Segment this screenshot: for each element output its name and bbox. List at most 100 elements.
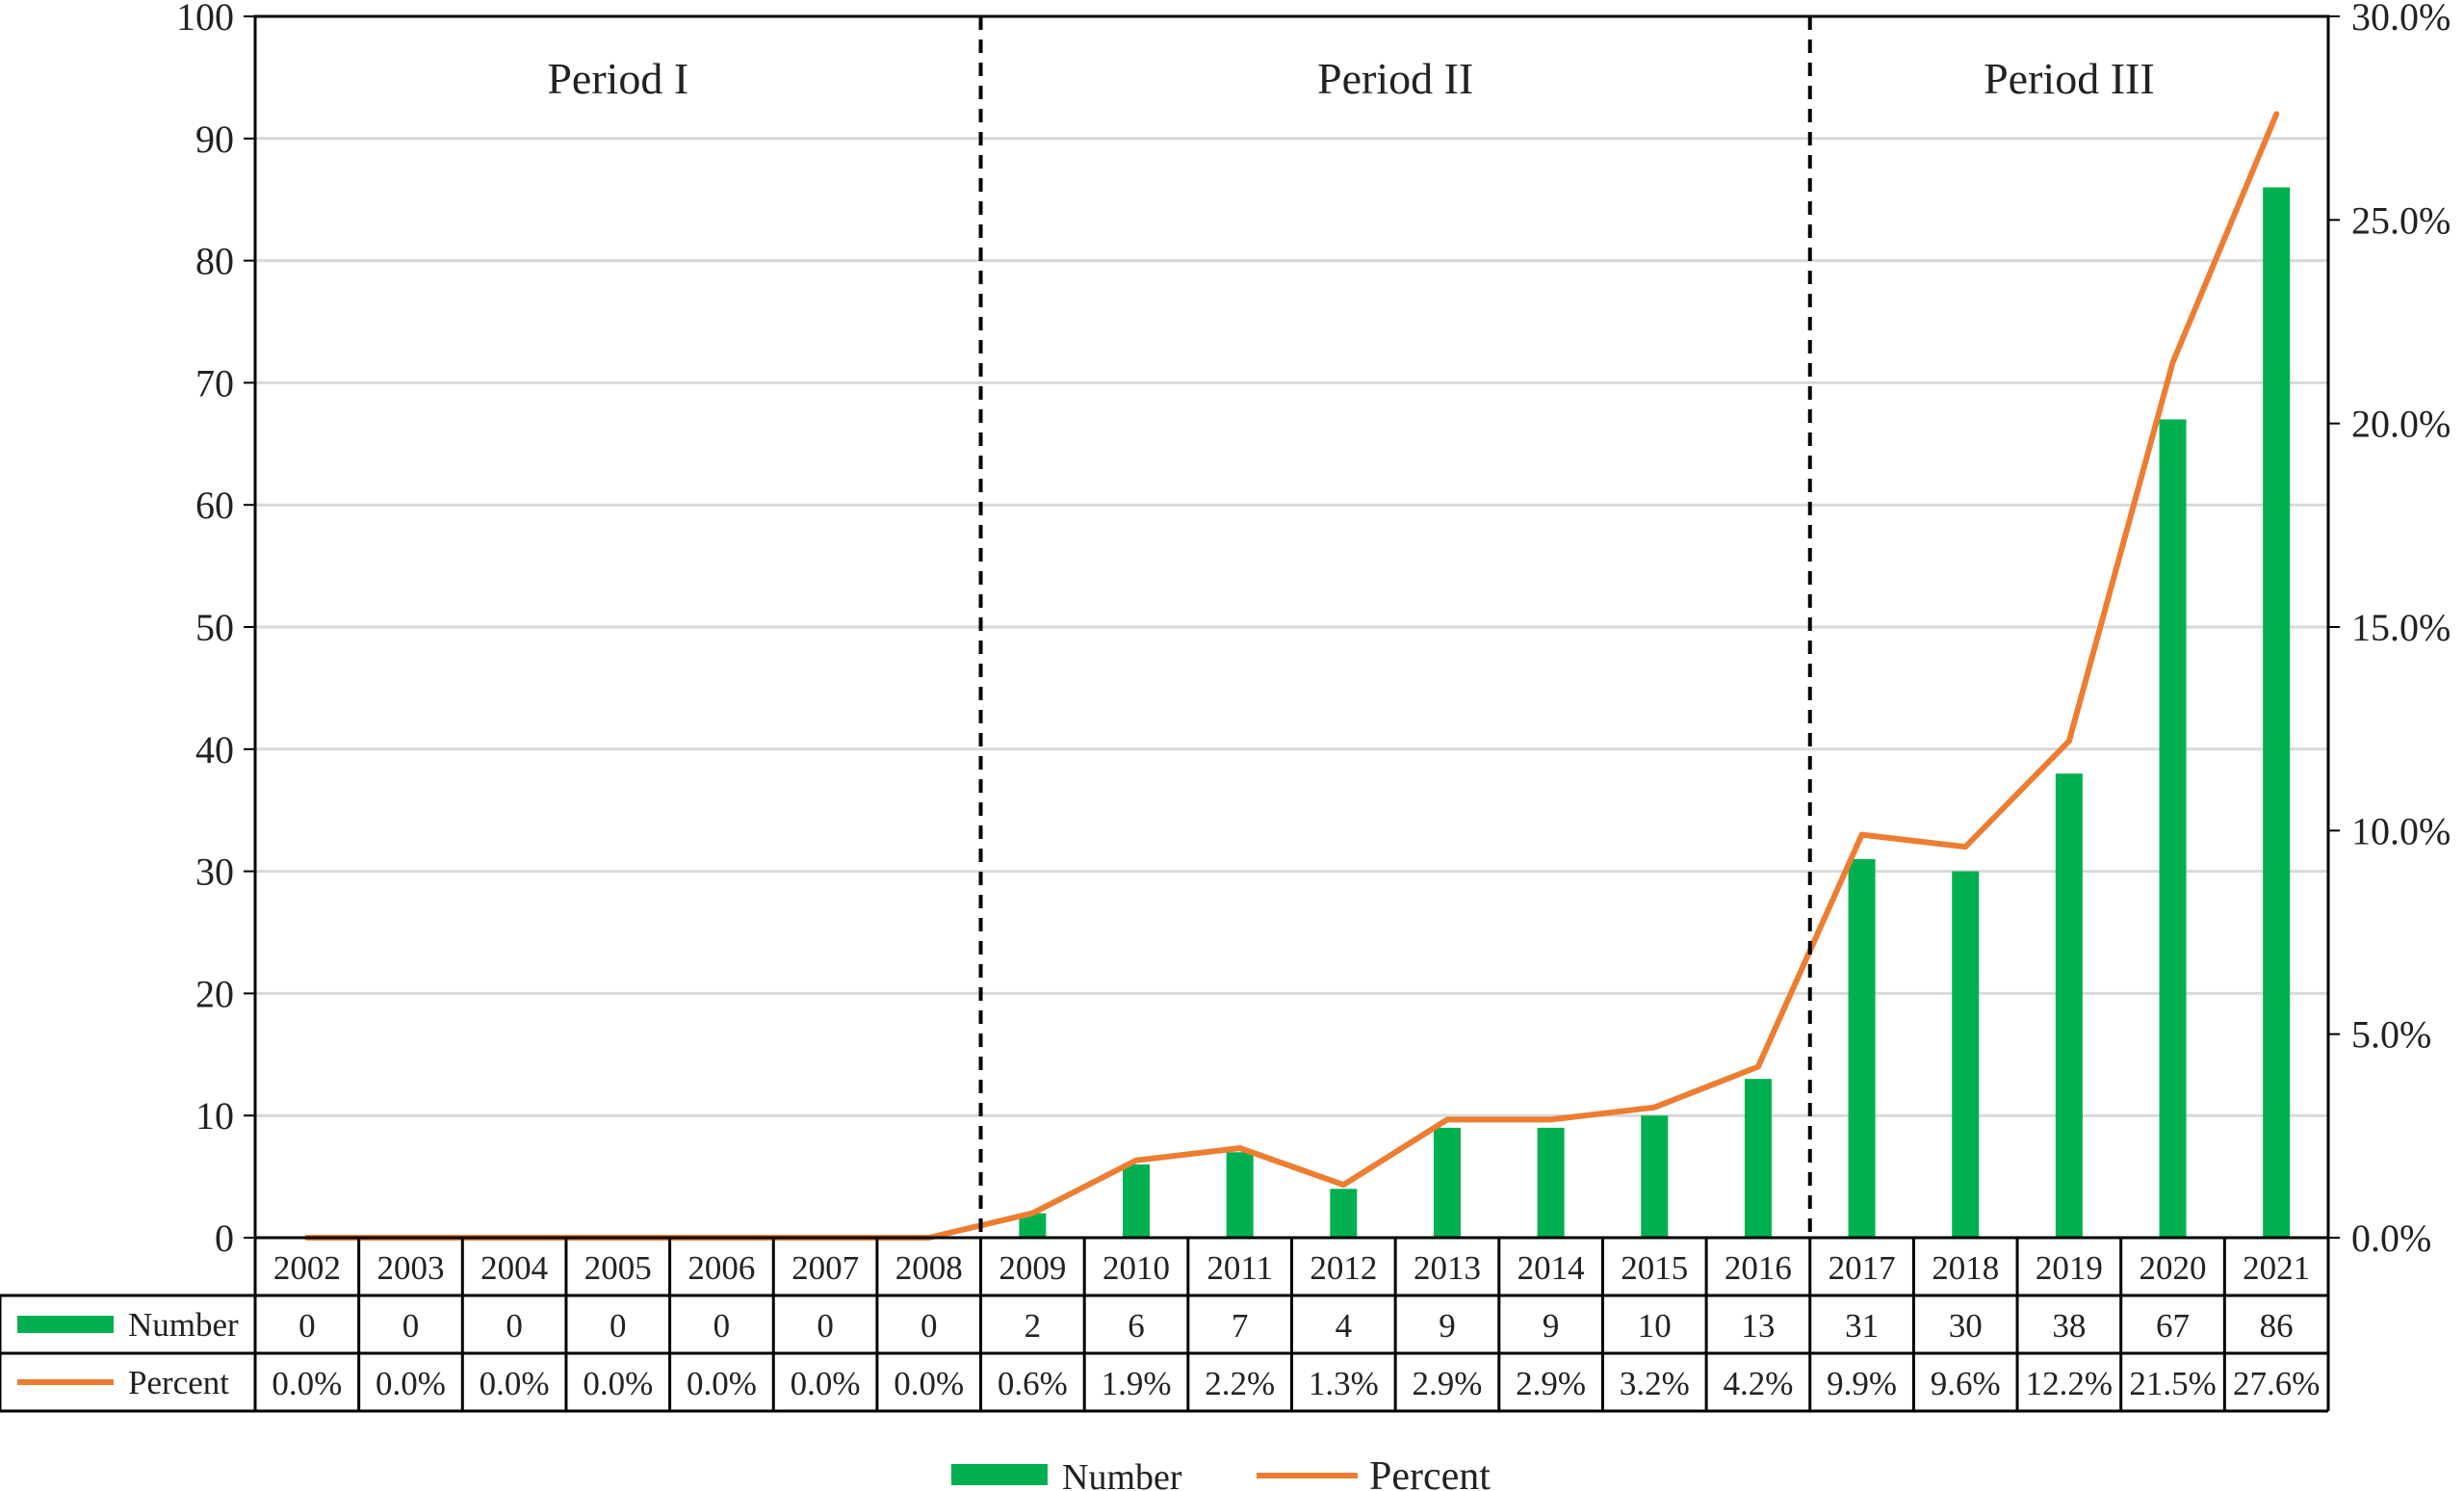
table-number-cell: 30 — [1949, 1307, 1983, 1345]
table-number-cell: 13 — [1741, 1307, 1775, 1345]
period-dividers — [978, 16, 1812, 1238]
period-label: Period I — [547, 54, 688, 103]
table-number-cell: 0 — [506, 1307, 523, 1345]
y-left-tick-label: 10 — [195, 1094, 234, 1138]
table-number-cell: 31 — [1845, 1307, 1879, 1345]
point-percent — [1756, 1065, 1759, 1068]
table-row-label-percent: Percent — [128, 1364, 229, 1401]
table-year-cell: 2009 — [999, 1249, 1066, 1287]
table-percent-cell: 2.2% — [1205, 1365, 1275, 1402]
line-percent — [303, 111, 2280, 1241]
bar-number — [2159, 419, 2187, 1238]
table-year-cell: 2003 — [376, 1249, 444, 1287]
table-row-label-number: Number — [128, 1306, 239, 1344]
table-year-cell: 2017 — [1829, 1249, 1896, 1287]
y-left-tick-label: 70 — [195, 361, 234, 405]
point-percent — [1653, 1106, 1656, 1109]
bar-number — [1537, 1127, 1565, 1238]
point-percent — [2275, 113, 2278, 116]
table-year-cell: 2015 — [1621, 1249, 1688, 1287]
data-table: 2002 2003 2004 2005 2006 2007 2008 2009 2010 2011… — [0, 1236, 2330, 1413]
bar-number — [2263, 187, 2291, 1238]
table-year-cell: 2016 — [1725, 1249, 1792, 1287]
legend-label-percent: Percent — [1369, 1454, 1491, 1491]
period-labels: Period I Period II Period III — [547, 54, 2154, 103]
table-percent-cell: 0.0% — [480, 1365, 550, 1402]
table-number-cell: 0 — [610, 1307, 627, 1345]
point-percent — [1342, 1184, 1345, 1187]
y-left-tick-label: 60 — [195, 484, 234, 527]
table-number-cell: 0 — [298, 1307, 316, 1345]
point-percent — [1445, 1118, 1448, 1121]
table-number-cell: 9 — [1543, 1307, 1560, 1345]
y-left-tick-label: 40 — [195, 728, 234, 772]
y-right-tick-label: 30.0% — [2351, 0, 2451, 39]
table-year-cell: 2002 — [273, 1249, 341, 1287]
table-number-cell: 86 — [2260, 1307, 2294, 1345]
table-number-cell: 0 — [921, 1307, 938, 1345]
table-number-cell: 7 — [1232, 1307, 1249, 1345]
y-right-tick-label: 15.0% — [2351, 606, 2451, 649]
table-percent-cell: 1.3% — [1309, 1365, 1379, 1402]
table-percent-cell: 2.9% — [1413, 1365, 1483, 1402]
bar-number — [1744, 1079, 1772, 1238]
y-left-tick-label: 50 — [195, 606, 234, 649]
y-left-tick-label: 80 — [195, 240, 234, 283]
legend-key-number — [951, 1464, 1048, 1485]
table-percent-cell: 21.5% — [2129, 1365, 2216, 1402]
table-number-cell: 0 — [402, 1307, 420, 1345]
gridlines — [255, 137, 2328, 1117]
point-percent — [2171, 361, 2174, 364]
bar-number — [1848, 858, 1876, 1238]
y-left-tick-label: 20 — [195, 972, 234, 1015]
table-number-cell: 67 — [2156, 1307, 2190, 1345]
table-year-cell: 2011 — [1206, 1249, 1273, 1287]
point-percent — [1860, 833, 1863, 836]
table-percent-cell: 12.2% — [2026, 1365, 2113, 1402]
table-percent-cell: 4.2% — [1723, 1365, 1793, 1402]
table-year-cell: 2014 — [1517, 1249, 1585, 1287]
table-year-cell: 2013 — [1414, 1249, 1481, 1287]
table-number-cell: 0 — [817, 1307, 834, 1345]
y-left-tick-label: 100 — [176, 0, 234, 39]
table-percent-cell: 0.0% — [687, 1365, 757, 1402]
point-percent — [1031, 1212, 1034, 1215]
bar-number — [1641, 1115, 1669, 1238]
table-year-cell: 2019 — [2036, 1249, 2103, 1287]
table-year-cell: 2018 — [1932, 1249, 1999, 1287]
table-percent-cell: 0.0% — [376, 1365, 446, 1402]
y-right-tick-label: 10.0% — [2351, 809, 2451, 852]
table-percent-cell: 9.6% — [1931, 1365, 2001, 1402]
y-axis-left: 0 10 20 30 40 50 60 70 80 90 100 — [176, 0, 255, 1260]
table-percent-cell: 2.9% — [1516, 1365, 1586, 1402]
table-percent-cell: 0.0% — [583, 1365, 653, 1402]
bar-number — [1952, 871, 1980, 1238]
table-key-number — [17, 1316, 114, 1333]
y-right-tick-label: 20.0% — [2351, 403, 2451, 446]
legend: Number Percent — [951, 1454, 1491, 1491]
bar-number — [1226, 1152, 1254, 1238]
y-left-tick-label: 90 — [195, 118, 234, 161]
table-percent-cell: 27.6% — [2233, 1365, 2320, 1402]
point-percent — [1549, 1118, 1552, 1121]
table-number-cell: 4 — [1336, 1307, 1353, 1345]
y-right-tick-label: 5.0% — [2351, 1013, 2431, 1057]
period-label: Period III — [1984, 54, 2155, 103]
table-year-cell: 2006 — [687, 1249, 755, 1287]
table-percent-cell: 0.6% — [998, 1365, 1068, 1402]
table-year-cell: 2020 — [2140, 1249, 2207, 1287]
table-year-cell: 2007 — [791, 1249, 859, 1287]
y-left-tick-label: 30 — [195, 850, 234, 894]
table-number-cell: 0 — [713, 1307, 731, 1345]
y-right-tick-label: 25.0% — [2351, 198, 2451, 242]
point-percent — [1238, 1147, 1241, 1150]
table-number-cell: 38 — [2052, 1307, 2086, 1345]
line-series-percent — [303, 111, 2280, 1241]
table-year-cell: 2012 — [1310, 1249, 1377, 1287]
bar-number — [1123, 1164, 1151, 1238]
period-label: Period II — [1317, 54, 1473, 103]
bar-number — [2055, 773, 2083, 1238]
bar-number — [1433, 1127, 1461, 1238]
point-percent — [1964, 846, 1967, 849]
